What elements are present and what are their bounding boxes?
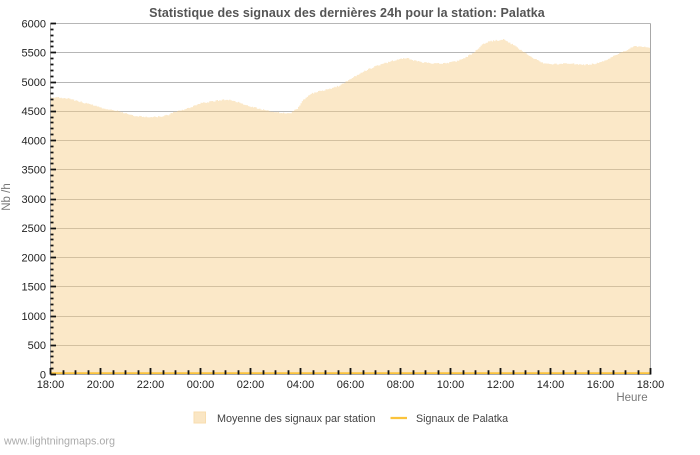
svg-text:22:00: 22:00 bbox=[137, 379, 165, 391]
svg-text:5500: 5500 bbox=[22, 48, 46, 60]
svg-text:500: 500 bbox=[28, 340, 46, 352]
svg-text:1500: 1500 bbox=[22, 282, 46, 294]
svg-text:6000: 6000 bbox=[22, 18, 46, 30]
svg-text:12:00: 12:00 bbox=[487, 379, 515, 391]
svg-text:20:00: 20:00 bbox=[87, 379, 115, 391]
svg-text:2500: 2500 bbox=[22, 223, 46, 235]
svg-text:10:00: 10:00 bbox=[437, 379, 465, 391]
svg-text:Nb /h: Nb /h bbox=[1, 183, 13, 211]
svg-text:08:00: 08:00 bbox=[387, 379, 415, 391]
svg-text:Signaux de Palatka: Signaux de Palatka bbox=[416, 413, 508, 425]
svg-text:4500: 4500 bbox=[22, 106, 46, 118]
svg-text:Heure: Heure bbox=[616, 392, 647, 404]
svg-text:www.lightningmaps.org: www.lightningmaps.org bbox=[3, 436, 115, 448]
svg-text:18:00: 18:00 bbox=[637, 379, 665, 391]
svg-text:Moyenne des signaux par statio: Moyenne des signaux par station bbox=[217, 413, 375, 425]
svg-text:02:00: 02:00 bbox=[237, 379, 265, 391]
svg-text:06:00: 06:00 bbox=[337, 379, 365, 391]
svg-text:1000: 1000 bbox=[22, 311, 46, 323]
svg-text:3000: 3000 bbox=[22, 194, 46, 206]
svg-text:00:00: 00:00 bbox=[187, 379, 215, 391]
svg-text:4000: 4000 bbox=[22, 135, 46, 147]
svg-text:14:00: 14:00 bbox=[537, 379, 565, 391]
svg-text:3500: 3500 bbox=[22, 165, 46, 177]
svg-text:2000: 2000 bbox=[22, 252, 46, 264]
svg-text:16:00: 16:00 bbox=[587, 379, 615, 391]
svg-text:04:00: 04:00 bbox=[287, 379, 315, 391]
svg-text:18:00: 18:00 bbox=[37, 379, 65, 391]
svg-text:Statistique des signaux des de: Statistique des signaux des dernières 24… bbox=[149, 6, 546, 20]
svg-text:0: 0 bbox=[40, 369, 46, 381]
svg-text:5000: 5000 bbox=[22, 77, 46, 89]
